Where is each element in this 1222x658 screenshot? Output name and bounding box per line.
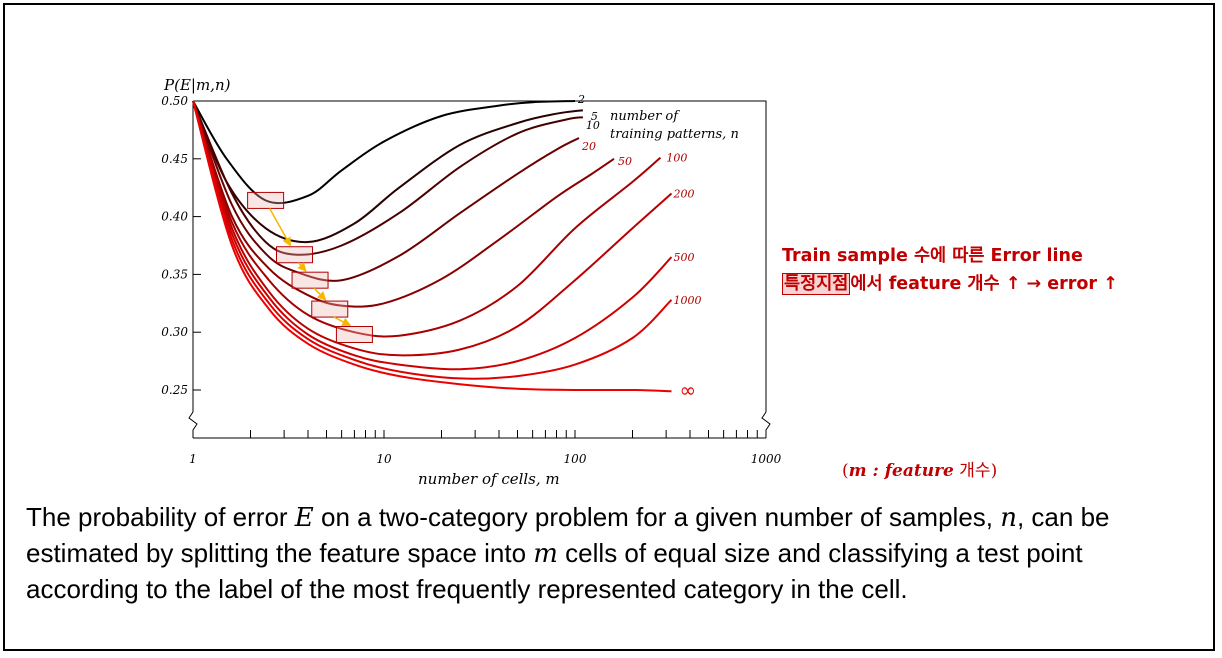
annotation-highlight: 특정지점: [782, 273, 851, 295]
caption-part1: The probability of error: [26, 502, 295, 532]
series-label-2: 2: [577, 93, 585, 106]
legend-title-line2: training patterns, n: [610, 127, 739, 142]
series-line-200: [192, 100, 673, 357]
y-axis-break: [188, 411, 198, 438]
highlight-arrow: [313, 287, 327, 301]
m-note-word: 개수: [953, 461, 991, 481]
series-label-10: 10: [586, 119, 600, 132]
plot-frame-top-right: [193, 100, 767, 412]
series-label-∞: ∞: [679, 378, 696, 402]
series-label-500: 500: [673, 251, 694, 264]
x-axis-ticks: 1 10 100 1000: [189, 430, 782, 466]
legend-title-line1: number of: [610, 109, 680, 124]
m-note-open: (: [842, 461, 849, 481]
annotation-block: Train sample 수에 따른 Error line 특정지점 에서 fea…: [782, 242, 1118, 298]
highlight-arrows: [268, 208, 352, 327]
highlight-box: [247, 191, 285, 209]
series-line-2: [192, 100, 576, 204]
y-tick-label: 0.35: [161, 267, 188, 281]
highlight-arrow: [333, 316, 352, 327]
highlight-box: [291, 271, 329, 289]
annotation-line2-rest: 에서 feature 개수 ↑ → error ↑: [850, 274, 1118, 294]
highlight-boxes: [247, 191, 373, 344]
y-tick-label: 0.50: [161, 94, 188, 108]
series-label-200: 200: [672, 187, 694, 200]
y-axis-ticks: 0.50 0.45 0.40 0.35 0.30 0.25: [161, 94, 201, 397]
y-axis-label: P(E|m,n): [163, 76, 231, 94]
m-note-close: ): [990, 461, 998, 481]
series-line-10: [192, 100, 584, 256]
series-lines: [192, 100, 673, 393]
highlight-box: [335, 326, 373, 344]
highlight-box: [276, 246, 314, 264]
annotation-line2: 특정지점 에서 feature 개수 ↑ → error ↑: [782, 270, 1118, 298]
chart-axes: [188, 100, 771, 439]
highlight-arrow: [297, 262, 307, 272]
caption-part2: on a two-category problem for a given nu…: [313, 502, 1001, 532]
caption-var-n: n: [1000, 503, 1017, 533]
series-line-∞: [192, 100, 672, 393]
caption-part4: cells of equal size and classifying a te…: [26, 538, 1083, 604]
highlight-arrow: [268, 208, 292, 247]
series-line-500: [192, 100, 673, 371]
y-tick-label: 0.30: [161, 325, 188, 339]
x-axis-label: number of cells, m: [418, 470, 560, 488]
series-line-50: [192, 100, 615, 308]
series-line-20: [192, 100, 580, 282]
series-label-1000: 1000: [673, 294, 701, 307]
m-note-var: m : feature: [848, 461, 954, 481]
caption-var-m: m: [533, 539, 558, 569]
figure-caption: The probability of error E on a two-cate…: [26, 500, 1126, 607]
annotation-line1: Train sample 수에 따른 Error line: [782, 246, 1083, 266]
series-line-100: [192, 100, 662, 338]
series-label-20: 20: [581, 140, 596, 153]
caption-part3: , can be estimated by splitting the feat…: [26, 502, 1110, 568]
x-tick-label: 1000: [751, 452, 782, 466]
highlight-box: [311, 300, 349, 318]
x-tick-label: 10: [376, 452, 392, 466]
m-definition-note: (m : feature 개수): [842, 456, 997, 481]
right-axis-break: [761, 411, 771, 438]
y-tick-label: 0.25: [161, 383, 188, 397]
series-label-5: 5: [591, 110, 598, 123]
series-line-5: [192, 100, 584, 244]
caption-var-e: E: [294, 503, 314, 533]
x-tick-label: 100: [564, 452, 587, 466]
series-label-100: 100: [666, 152, 687, 165]
slide-frame: [3, 3, 1215, 651]
series-label-50: 50: [618, 155, 632, 168]
series-line-1000: [192, 100, 673, 380]
y-tick-label: 0.45: [161, 152, 188, 166]
y-tick-label: 0.40: [161, 210, 188, 224]
x-tick-label: 1: [189, 452, 197, 466]
